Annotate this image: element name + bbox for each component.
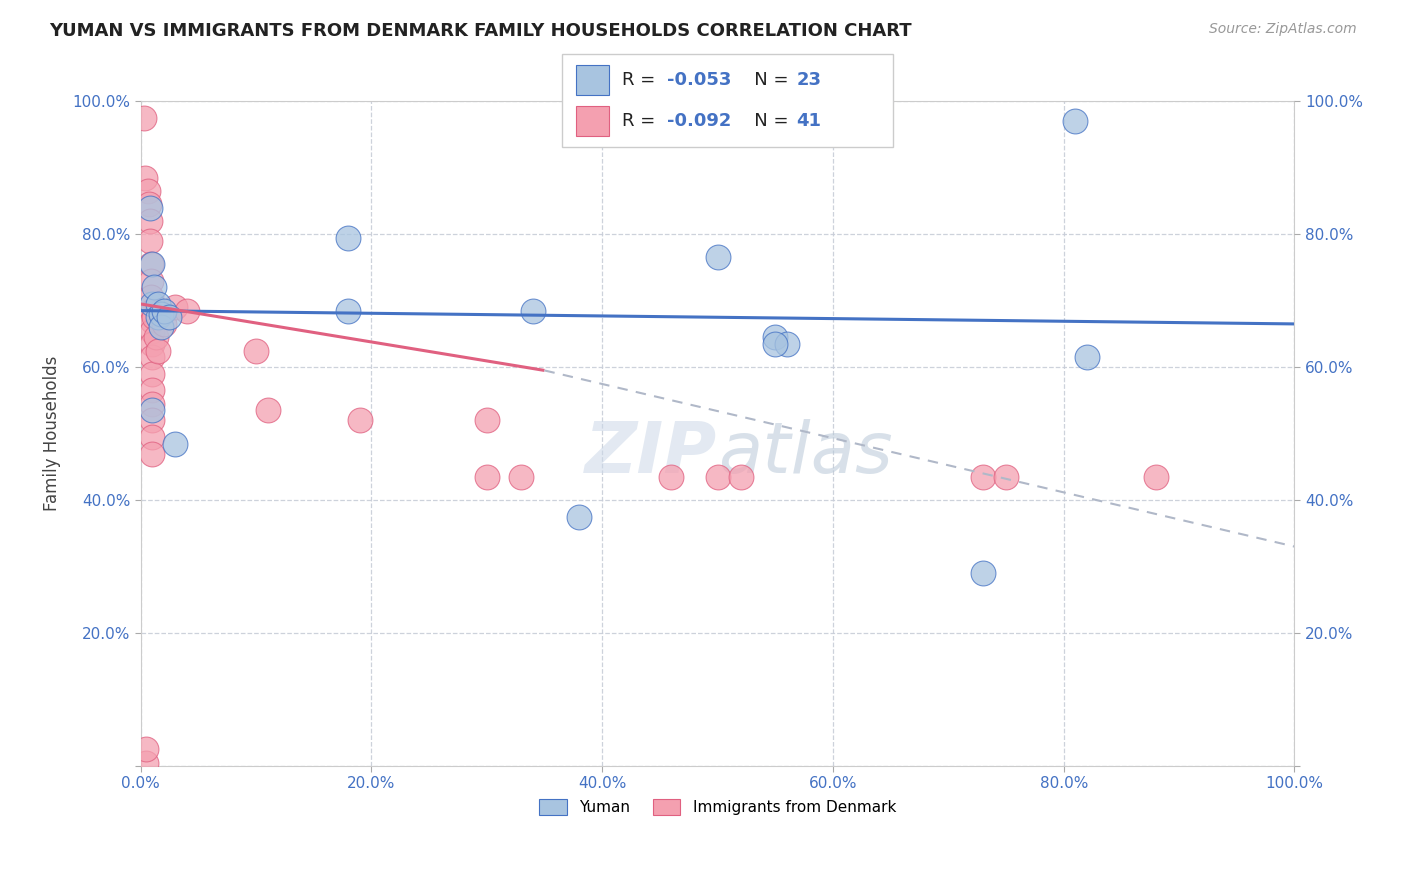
Text: ZIP: ZIP [585,419,717,488]
Point [522,303,544,318]
Text: atlas: atlas [717,419,893,488]
Text: N =: N = [737,70,794,88]
Point [135,742,157,756]
Point [141,384,163,398]
Point [132,111,155,125]
Point [152,303,174,318]
Point [141,336,163,351]
Point [176,303,198,318]
Point [146,310,169,325]
Point [136,184,159,198]
Point [1076,350,1098,364]
Point [134,170,156,185]
Text: 41: 41 [796,112,821,130]
Text: R =: R = [621,112,661,130]
Point [141,397,163,411]
Point [245,343,267,358]
Point [139,290,162,304]
Legend: Yuman, Immigrants from Denmark: Yuman, Immigrants from Denmark [533,793,903,822]
Point [141,350,163,364]
Point [995,469,1018,483]
Point [146,343,169,358]
Point [1064,114,1087,128]
Point [568,509,591,524]
Point [763,330,786,344]
Point [349,413,371,427]
Point [706,251,728,265]
Point [475,413,498,427]
Point [143,280,166,294]
Text: -0.053: -0.053 [666,70,731,88]
Point [141,324,163,338]
Point [141,303,163,318]
Point [337,303,360,318]
Point [150,307,173,321]
Point [141,430,163,444]
Point [135,756,157,770]
Point [661,469,683,483]
Point [141,446,163,460]
Point [139,274,162,288]
Point [256,403,278,417]
Point [141,297,163,311]
Text: -0.092: -0.092 [666,112,731,130]
Point [165,436,187,450]
Text: Source: ZipAtlas.com: Source: ZipAtlas.com [1209,22,1357,37]
Point [141,403,163,417]
Point [159,310,181,325]
Point [150,320,173,334]
Point [139,257,162,271]
Point [972,469,994,483]
Point [139,214,162,228]
Point [141,413,163,427]
Point [776,336,799,351]
Point [141,257,163,271]
Y-axis label: Family Households: Family Households [44,356,60,511]
Point [138,197,160,211]
Point [337,230,360,244]
Text: R =: R = [621,70,661,88]
Text: 23: 23 [796,70,821,88]
Point [139,201,162,215]
Point [475,469,498,483]
Point [146,297,169,311]
Point [145,330,167,344]
Text: N =: N = [737,112,794,130]
Point [706,469,728,483]
Point [730,469,752,483]
Point [143,310,166,325]
Text: YUMAN VS IMMIGRANTS FROM DENMARK FAMILY HOUSEHOLDS CORRELATION CHART: YUMAN VS IMMIGRANTS FROM DENMARK FAMILY … [49,22,912,40]
Point [972,566,994,581]
Point [141,367,163,381]
Point [141,313,163,327]
Point [763,336,786,351]
Point [1144,469,1167,483]
Point [152,317,174,331]
Point [139,234,162,248]
Point [150,303,173,318]
Point [165,301,187,315]
Point [510,469,533,483]
